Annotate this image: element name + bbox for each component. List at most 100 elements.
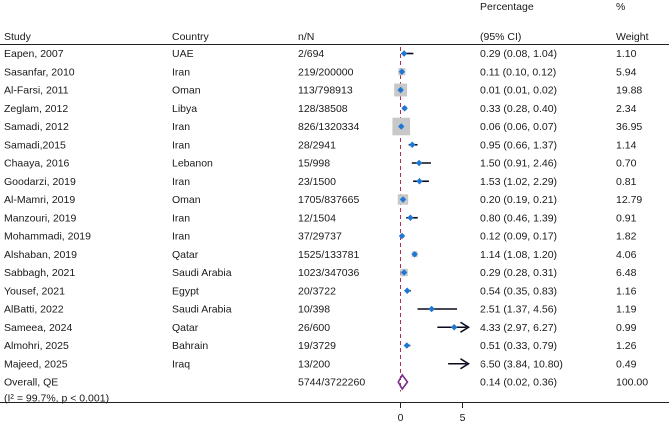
study-weight-text: 1.10 [616,48,637,60]
study-weight-text: 0.70 [616,158,637,170]
study-weight-text: 1.14 [616,139,637,151]
study-ci-text: 0.01 (0.01, 0.02) [480,85,557,97]
study-name: Sabbagh, 2021 [4,267,75,279]
study-name: Alshaban, 2019 [4,249,77,261]
study-n-over-N: 20/3722 [298,285,336,297]
point-estimate [415,159,423,167]
study-n-over-N: 1023/347036 [298,267,359,279]
overall-weight-text: 100.00 [616,377,648,389]
study-row: Yousef, 2021 Egypt 20/3722 0.54 (0.35, 0.83… [4,285,637,297]
study-name: Chaaya, 2016 [4,158,70,170]
study-ci-text: 1.53 (1.02, 2.29) [480,176,557,188]
study-n-over-N: 826/1320334 [298,121,359,133]
header-nn: n/N [298,31,314,43]
study-name: Samadi, 2012 [4,121,69,133]
study-name: Sameea, 2024 [4,322,72,334]
study-row: Zeglam, 2012 Libya 128/38508 0.33 (0.28, 0.… [4,103,637,115]
study-weight-text: 0.99 [616,322,637,334]
study-n-over-N: 128/38508 [298,103,348,115]
study-country: Oman [172,85,201,97]
study-weight-text: 1.19 [616,304,637,316]
point-estimate [398,232,406,240]
ci-arrow [460,358,470,370]
study-name: AlBatti, 2022 [4,304,64,316]
study-ci-text: 4.33 (2.97, 6.27) [480,322,557,334]
study-country: Saudi Arabia [172,304,232,316]
study-n-over-N: 19/3729 [298,340,336,352]
header-weight-symbol: % [616,1,625,13]
study-row: Al-Farsi, 2011 Oman 113/798913 0.01 (0.01, … [4,83,642,97]
study-n-over-N: 28/2941 [298,139,336,151]
study-row: Samadi,2015 Iran 28/2941 0.95 (0.66, 1.37) 1… [4,139,637,151]
study-row: Alshaban, 2019 Qatar 1525/133781 1.14 (1.08… [4,249,637,261]
header-percentage: Percentage [480,1,534,13]
study-row: Goodarzi, 2019 Iran 23/1500 1.53 (1.02, 2.2… [4,176,637,188]
study-country: Bahrain [172,340,208,352]
study-n-over-N: 12/1504 [298,212,336,224]
study-name: Eapen, 2007 [4,48,64,60]
header-ci: (95% CI) [480,31,521,43]
study-row: Majeed, 2025 Iraq 13/200 6.50 (3.84, 10.80)… [4,358,637,370]
study-n-over-N: 2/694 [298,48,324,60]
study-n-over-N: 26/600 [298,322,330,334]
study-country: Iran [172,121,190,133]
study-weight-text: 1.26 [616,340,637,352]
study-country: Iran [172,139,190,151]
study-row: Chaaya, 2016 Lebanon 15/998 1.50 (0.91, 2.4… [4,158,637,170]
study-country: Iran [172,231,190,243]
study-weight-text: 2.34 [616,103,637,115]
heterogeneity-text: (I² = 99.7%, p < 0.001) [4,393,109,405]
study-ci-text: 1.50 (0.91, 2.46) [480,158,557,170]
study-name: Almohri, 2025 [4,340,69,352]
study-n-over-N: 13/200 [298,358,330,370]
study-row: Sasanfar, 2010 Iran 219/200000 0.11 (0.10, … [4,66,637,78]
study-row: AlBatti, 2022 Saudi Arabia 10/398 2.51 (1.3… [4,304,637,316]
study-n-over-N: 219/200000 [298,66,354,78]
ci-arrow [460,321,470,333]
study-row: Samadi, 2012 Iran 826/1320334 0.06 (0.06, 0… [4,117,642,136]
header-study: Study [4,31,32,43]
study-name: Sasanfar, 2010 [4,66,75,78]
point-estimate [398,123,405,130]
study-name: Samadi,2015 [4,139,66,151]
study-n-over-N: 10/398 [298,304,330,316]
study-ci-text: 0.95 (0.66, 1.37) [480,139,557,151]
study-n-over-N: 23/1500 [298,176,336,188]
weight-box [480,362,483,365]
point-estimate [398,68,406,75]
study-country: Iran [172,176,190,188]
study-country: UAE [172,48,194,60]
study-country: Iran [172,212,190,224]
study-n-over-N: 113/798913 [298,85,353,97]
study-country: Egypt [172,285,199,297]
study-weight-text: 0.49 [616,358,637,370]
study-country: Qatar [172,322,199,334]
study-ci-text: 0.20 (0.19, 0.21) [480,194,557,206]
study-ci-text: 0.51 (0.33, 0.79) [480,340,557,352]
study-weight-text: 19.88 [616,85,642,97]
study-row: Al-Mamri, 2019 Oman 1705/837665 0.20 (0.19,… [4,194,642,206]
study-weight-text: 1.82 [616,231,637,243]
study-row: Eapen, 2007 UAE 2/694 0.29 (0.08, 1.04) 1.10 [4,48,637,60]
overall-ci-text: 0.14 (0.02, 0.36) [480,377,557,389]
study-ci-text: 6.50 (3.84, 10.80) [480,358,563,370]
point-estimate [428,305,435,313]
study-row: Mohammadi, 2019 Iran 37/29737 0.12 (0.09, 0… [4,231,637,243]
point-estimate [400,269,408,276]
study-row: Almohri, 2025 Bahrain 19/3729 0.51 (0.33, 0… [4,340,637,352]
study-weight-text: 0.91 [616,212,637,224]
point-estimate [409,141,416,148]
overall-n-over-N: 5744/3722260 [298,377,365,389]
study-name: Manzouri, 2019 [4,212,77,224]
study-name: Yousef, 2021 [4,285,65,297]
study-name: Al-Farsi, 2011 [4,85,69,97]
point-estimate [411,251,418,258]
study-ci-text: 0.29 (0.28, 0.31) [480,267,557,279]
study-n-over-N: 1705/837665 [298,194,359,206]
point-estimate [403,287,411,294]
point-estimate [416,178,423,185]
overall-diamond [397,373,409,391]
study-n-over-N: 1525/133781 [298,249,359,261]
study-country: Iraq [172,358,190,370]
